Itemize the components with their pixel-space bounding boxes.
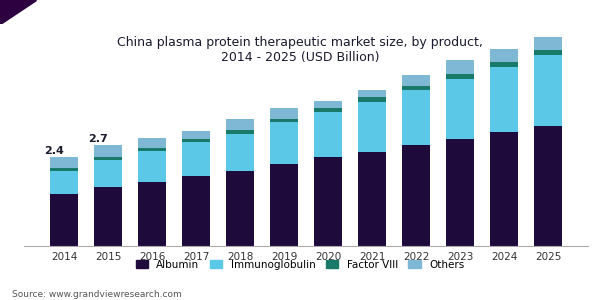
- Bar: [50, 157, 78, 168]
- Bar: [358, 90, 386, 98]
- Bar: [94, 187, 122, 246]
- Polygon shape: [0, 0, 36, 24]
- Bar: [50, 194, 78, 246]
- Bar: [94, 146, 122, 158]
- Bar: [402, 90, 430, 146]
- Bar: [137, 138, 166, 148]
- Bar: [314, 112, 343, 158]
- Bar: [358, 152, 386, 246]
- Bar: [490, 67, 518, 132]
- Bar: [226, 130, 254, 134]
- Bar: [358, 102, 386, 152]
- Bar: [182, 130, 210, 139]
- Legend: Albumin, Immunoglobulin, Factor VIII, Others: Albumin, Immunoglobulin, Factor VIII, Ot…: [131, 256, 469, 274]
- Bar: [269, 122, 298, 164]
- Bar: [226, 134, 254, 171]
- Bar: [358, 98, 386, 102]
- Bar: [314, 108, 343, 112]
- Bar: [446, 139, 475, 246]
- Bar: [137, 182, 166, 246]
- Bar: [226, 119, 254, 130]
- Bar: [50, 171, 78, 194]
- Bar: [490, 132, 518, 246]
- Bar: [314, 101, 343, 108]
- Bar: [182, 139, 210, 142]
- Bar: [534, 126, 562, 246]
- Bar: [269, 108, 298, 118]
- Bar: [314, 158, 343, 246]
- Bar: [226, 171, 254, 246]
- Bar: [269, 164, 298, 246]
- Text: 2.7: 2.7: [88, 134, 108, 145]
- Bar: [182, 142, 210, 176]
- Bar: [446, 60, 475, 74]
- Text: China plasma protein therapeutic market size, by product,
2014 - 2025 (USD Billi: China plasma protein therapeutic market …: [117, 36, 483, 64]
- Bar: [534, 55, 562, 126]
- Bar: [446, 79, 475, 139]
- Bar: [50, 168, 78, 171]
- Bar: [402, 146, 430, 246]
- Bar: [137, 148, 166, 152]
- Bar: [137, 152, 166, 182]
- Bar: [534, 38, 562, 50]
- Bar: [534, 50, 562, 55]
- Bar: [446, 74, 475, 79]
- Bar: [490, 49, 518, 62]
- Bar: [402, 75, 430, 86]
- Text: Source: www.grandviewresearch.com: Source: www.grandviewresearch.com: [12, 290, 182, 299]
- Bar: [269, 118, 298, 122]
- Bar: [490, 62, 518, 67]
- Text: 2.4: 2.4: [44, 146, 64, 156]
- Bar: [182, 176, 210, 246]
- Bar: [402, 86, 430, 90]
- Bar: [94, 158, 122, 160]
- Bar: [94, 160, 122, 187]
